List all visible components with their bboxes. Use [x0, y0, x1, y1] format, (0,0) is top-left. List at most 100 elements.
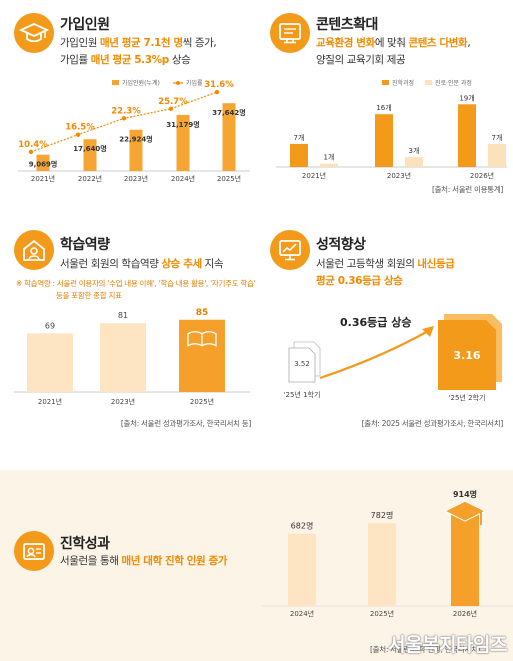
x-tick: '25년 2학기 — [449, 393, 486, 402]
bar-label-b: 7개 — [492, 133, 503, 142]
grades-desc: 서울런 고등학생 회원의 내신등급 평균 0.36등급 상승 — [316, 258, 455, 287]
value-before: 3.52 — [294, 360, 310, 368]
bar-label-learning: 69 — [45, 321, 55, 330]
rate-point — [121, 116, 127, 121]
x-tick: 2023년 — [124, 174, 148, 183]
legend-marker-rate — [176, 81, 180, 85]
x-tick: 2021년 — [38, 397, 62, 406]
bar-label-admission: 682명 — [291, 521, 314, 531]
grades-icon — [270, 230, 310, 270]
grades-chart: 0.36등급 상승 3.52 '25년 1학기 3.16 '25년 2학기 — [284, 314, 502, 402]
trend-arrow — [319, 329, 431, 380]
learning-source: [출처: 서울런 성과평가조사, 한국리서치 등] — [120, 419, 251, 428]
learning-chart: 69 2021년 81 2023년 85 2025년 — [14, 308, 250, 406]
annotation-grade-up: 0.36등급 상승 — [340, 315, 411, 329]
admission-source: [출처: 서울런 진학 현황, 한국리서치] — [370, 645, 481, 654]
content-source: [출처: 서울런 이용통계] — [431, 185, 503, 194]
bar-label-a: 19개 — [459, 93, 474, 102]
graduation-cap-icon — [443, 500, 487, 522]
bar-members — [176, 114, 190, 171]
bar-label-a: 16개 — [376, 103, 391, 112]
x-tick: 2024년 — [171, 174, 195, 183]
bar-label-members: 31,179명 — [166, 120, 199, 129]
grades-title: 성적향상 — [316, 237, 366, 253]
x-tick: 2021년 — [302, 171, 326, 180]
content-icon — [270, 13, 310, 53]
learning-desc: 서울런 회원의 학습역량 상승 추세 지속 — [60, 258, 224, 270]
content-chart: 진학과정 진로·인문 과정 7개 1개 2021년 16개 3개 2023년 19개 7개 2026… — [276, 79, 507, 180]
x-tick: 2023년 — [111, 397, 135, 406]
learning-note-1: ※ 학습역량 : 서울런 이용자의 '수업 내용 이해', '학습 내용 활용'… — [16, 279, 256, 288]
bar-label-members: 37,642명 — [212, 108, 245, 117]
bar-members — [222, 103, 236, 171]
rate-label: 31.6% — [204, 80, 234, 90]
legend-label-a: 진학과정 — [392, 79, 414, 87]
x-tick: 2026년 — [453, 609, 477, 618]
value-after: 3.16 — [453, 349, 480, 362]
admission-desc: 서울런을 통해 매년 대학 진학 인원 증가 — [60, 555, 228, 567]
admission-title: 진학성과 — [60, 536, 110, 552]
x-tick: 2025년 — [370, 609, 394, 618]
bar-admission — [451, 509, 479, 606]
x-tick: 2022년 — [78, 174, 102, 183]
admission-panel — [0, 470, 513, 661]
rate-point — [28, 149, 34, 155]
bar-label-members: 17,640명 — [73, 144, 106, 153]
bar-members — [83, 139, 97, 171]
bar-members — [129, 129, 143, 171]
bar-label-a: 7개 — [294, 133, 305, 142]
bar-label-members: 9,069명 — [29, 160, 58, 169]
legend-label-members: 가입인원(누계) — [122, 79, 160, 87]
rate-point — [168, 106, 174, 111]
bar-label-admission: 782명 — [371, 510, 394, 520]
doc-after — [438, 320, 496, 390]
trend-arrow-head — [422, 326, 434, 337]
x-tick: 2021년 — [31, 174, 55, 183]
rate-label: 22.3% — [111, 106, 141, 116]
legend-swatch-members — [112, 80, 119, 85]
legend-swatch-b — [425, 80, 432, 85]
x-tick: 2024년 — [290, 609, 314, 618]
bar-members — [36, 154, 50, 171]
bar-label-admission: 914명 — [453, 489, 477, 499]
legend-swatch-a — [382, 80, 389, 85]
bar-admission — [288, 533, 316, 606]
bar-learning — [179, 319, 225, 392]
bar-course-b — [320, 163, 338, 167]
bar-label-learning: 85 — [196, 308, 209, 318]
join-title: 가입인원 — [60, 17, 110, 33]
bar-label-b: 1개 — [324, 153, 335, 162]
join-chart: 가입인원(누계) 가입률 9,069명 2021년 17,640명 2022년 22,924… — [18, 79, 250, 183]
rate-label: 10.4% — [18, 140, 48, 150]
bar-label-b: 3개 — [409, 146, 420, 155]
join-desc: 가입인원 매년 평균 7.1천 명씩 증가, 가입률 매년 평균 5.3%p 상… — [60, 37, 217, 66]
content-title: 콘텐츠확대 — [316, 17, 378, 33]
x-tick: 2025년 — [217, 174, 241, 183]
bar-learning — [100, 323, 146, 392]
learning-note-2: 등을 포함한 종합 지표 — [56, 291, 122, 300]
watermark: 서울복지타임즈 — [388, 634, 507, 656]
admission-chart: 682명 2024년 782명 2025년 914명 2026년 — [262, 489, 513, 618]
x-tick: '25년 1학기 — [284, 390, 321, 399]
x-tick: 2025년 — [190, 397, 214, 406]
book-icon — [187, 331, 217, 347]
learning-icon — [14, 230, 54, 270]
bar-learning — [27, 333, 73, 392]
bar-course-a — [458, 104, 476, 167]
bar-course-a — [375, 114, 393, 167]
content-desc: 교육환경 변화에 맞춰 콘텐츠 다변화, 양질의 교육기회 제공 — [316, 37, 471, 66]
join-icon — [14, 13, 54, 53]
rate-point — [75, 132, 81, 137]
bar-label-learning: 81 — [118, 311, 128, 320]
rate-point — [214, 89, 220, 95]
x-tick: 2023년 — [387, 171, 411, 180]
legend-label-rate: 가입률 — [186, 79, 203, 87]
grades-source: [출처: 2025 서울런 성과평가조사, 한국리서치] — [361, 419, 504, 428]
rate-label: 25.7% — [158, 97, 188, 107]
bar-course-b — [488, 143, 506, 167]
bar-admission — [368, 523, 396, 606]
legend-label-b: 진로·인문 과정 — [435, 79, 472, 87]
rate-label: 16.5% — [65, 123, 95, 133]
admission-icon — [14, 531, 54, 571]
bar-course-b — [405, 157, 423, 167]
